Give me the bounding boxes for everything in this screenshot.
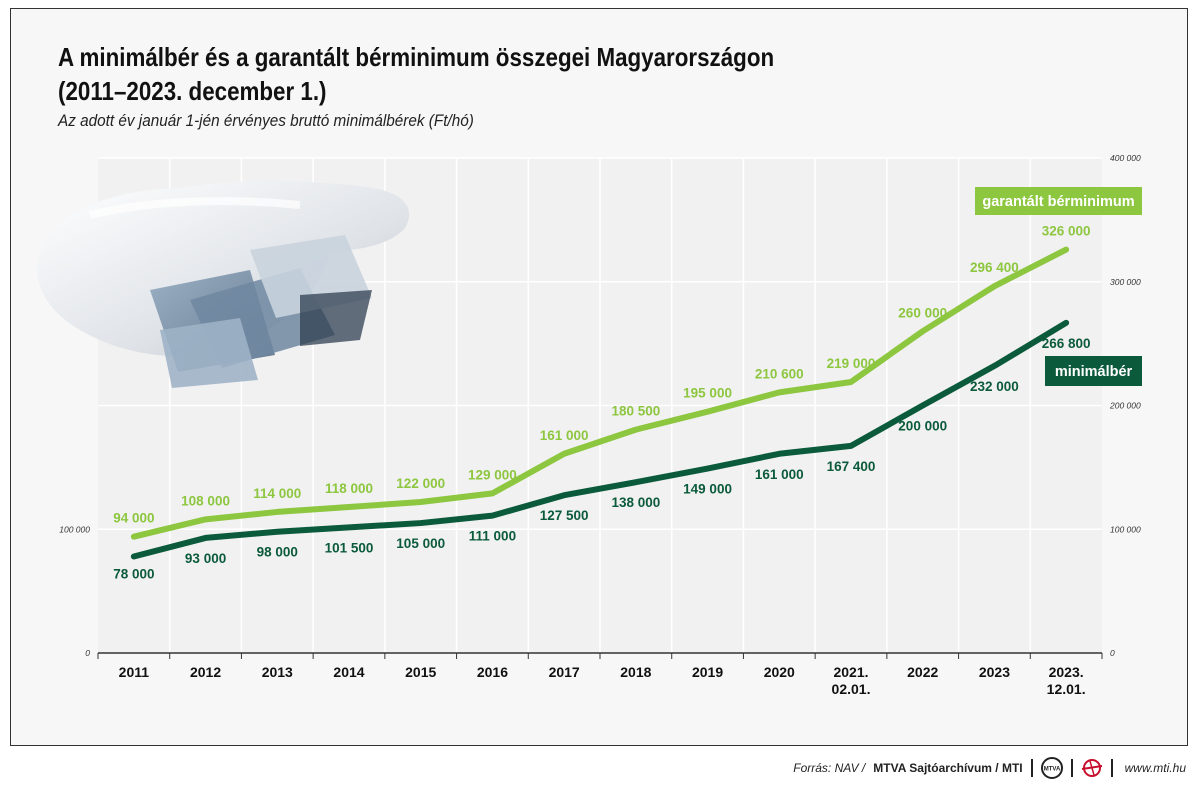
data-label: 219 000 [827,356,876,371]
x-tick-label: 2019 [692,664,723,680]
mtva-logo-icon: MTVA [1040,757,1063,779]
legend-label-minimalber: minimálbér [1055,364,1133,380]
x-tick-label: 2015 [405,664,436,680]
data-label: 111 000 [469,529,516,544]
data-label: 101 500 [325,540,374,555]
right-axis-tick-label: 0 [1110,648,1115,658]
data-label: 161 000 [755,467,804,482]
x-tick-label: 2012 [190,664,221,680]
x-tick-label: 2022 [907,664,938,680]
title-line-1: A minimálbér és a garantált bérminimum ö… [58,42,775,72]
x-tick-label: 2023 [979,664,1010,680]
footer-divider [1070,759,1073,777]
data-label: 200 000 [898,419,947,434]
data-label: 260 000 [898,305,947,320]
left-axis-tick-label: 100 000 [59,524,90,534]
data-label: 210 600 [755,366,804,381]
data-label: 118 000 [325,481,373,496]
data-label: 127 500 [540,508,589,523]
data-label: 108 000 [181,493,230,508]
data-label: 94 000 [113,511,154,526]
legend-box-garantalt [975,187,1142,215]
footer-divider [1110,759,1113,777]
source-footer: Forrás: NAV / MTVA Sajtóarchívum / MTI M… [793,757,1186,779]
x-tick-label: 2011 [119,664,150,680]
series-lines [130,246,1070,560]
mti-logo-icon [1081,759,1102,777]
source-label: Forrás: NAV / [793,761,866,775]
right-axis-tick-label: 200 000 [1109,401,1141,411]
mtva-logo-text: MTVA [1043,767,1060,773]
data-label: 195 000 [683,386,732,401]
x-tick-label: 2016 [477,664,508,680]
data-label: 180 500 [611,404,660,419]
legend: garantált bérminimum minimálbér [975,187,1142,386]
data-label: 296 400 [970,260,1019,275]
data-label: 266 800 [1042,336,1091,351]
x-tick-label: 2021. 02.01. [832,664,871,697]
title-line-2: (2011–2023. december 1.) [58,76,327,106]
x-tick-label: 2023. 12.01. [1047,664,1086,697]
x-tick-label: 2020 [764,664,795,680]
left-axis-tick-label: 0 [85,648,90,658]
data-label: 105 000 [396,536,445,551]
series-line-garantalt-berminimum [130,246,1070,540]
data-label: 114 000 [253,486,301,501]
series-line-minimalber [130,319,1070,560]
legend-garantalt-berminimum: garantált bérminimum [975,187,1142,215]
footer-divider [1030,759,1033,777]
source-names: MTVA Sajtóarchívum / MTI [873,761,1023,775]
money-hand-illustration [36,181,410,388]
data-label: 78 000 [113,566,154,581]
data-label: 138 000 [611,495,660,510]
chart-subtitle: Az adott év január 1-jén érvényes bruttó… [58,111,474,130]
right-axis-tick-label: 300 000 [1110,277,1141,287]
x-tick-label: 2017 [549,664,580,680]
right-axis-tick-label: 400 000 [1110,153,1141,163]
source-url: www.mti.hu [1124,761,1186,775]
data-label: 149 000 [683,482,732,497]
data-label: 93 000 [185,551,226,566]
chart-title: A minimálbér és a garantált bérminimum ö… [58,40,774,108]
data-label: 98 000 [257,545,298,560]
x-tick-label: 2013 [262,664,293,680]
axes: 2011 2012 2013 2014 2015 2016 2017 2018 2019 2020… [59,153,1141,697]
data-label: 161 000 [540,428,589,443]
data-label: 167 400 [827,459,876,474]
x-tick-label: 2018 [620,664,651,680]
legend-box-minimalber [1045,356,1142,386]
data-label: 122 000 [396,476,445,491]
data-label: 129 000 [468,467,517,482]
data-labels: 94 000 108 000 114 000 118 000 122 000 129 00… [113,224,1090,582]
data-label: 326 000 [1042,224,1091,239]
legend-label-garantalt: garantált bérminimum [982,194,1134,210]
legend-minimalber: minimálbér [1045,356,1142,386]
right-axis-tick-label: 100 000 [1110,524,1141,534]
x-tick-label: 2014 [333,664,364,680]
data-label: 232 000 [970,379,1019,394]
